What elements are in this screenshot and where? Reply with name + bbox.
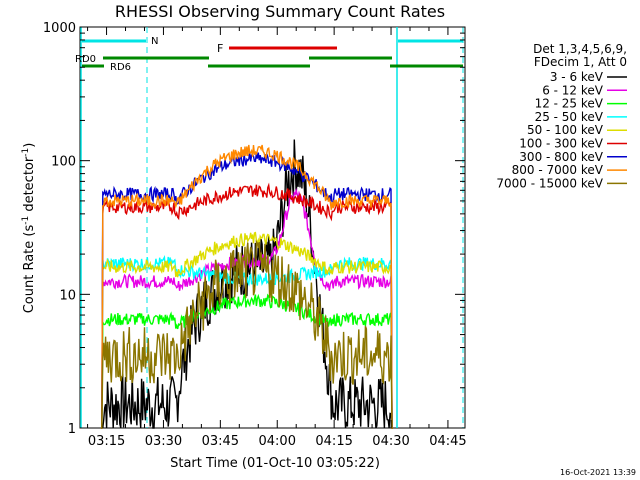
y-tick-label: 1: [68, 422, 76, 437]
legend-label-8: 800 - 7000 keV: [512, 163, 604, 177]
x-tick-label: 04:00: [259, 434, 296, 449]
series-line-6: [100, 182, 393, 429]
legend-header-line-1: Det 1,3,4,5,6,9,: [533, 42, 627, 56]
x-tick-label: 04:30: [372, 434, 409, 449]
legend-label-4: 25 - 50 keV: [535, 110, 604, 124]
series-line-9: [100, 239, 393, 429]
series-line-8: [100, 144, 393, 429]
x-tick-label: 03:30: [145, 434, 182, 449]
legend-label-2: 6 - 12 keV: [542, 83, 604, 97]
flags-layer: N F RD0 RD6: [75, 27, 464, 428]
x-tick-label: 03:45: [202, 434, 239, 449]
chart-title: RHESSI Observing Summary Count Rates: [115, 2, 445, 21]
x-axis-label: Start Time (01-Oct-10 03:05:22): [170, 456, 380, 471]
series-layer: [100, 139, 393, 429]
y-axis-label-main: Count Rate (s: [22, 225, 37, 314]
rd0-flag-label: RD0: [75, 54, 96, 65]
y-tick-label: 10: [59, 288, 76, 303]
night-flag-label: N: [151, 36, 158, 47]
axes-layer: 03:15 03:30 03:45 04:00 04:15 04:30 04:45 1 10 10…: [43, 21, 467, 449]
y-axis-label: Count Rate (s-1 detector-1): [21, 143, 37, 314]
x-tick-label: 03:15: [88, 434, 125, 449]
legend-label-7: 300 - 800 keV: [519, 150, 603, 164]
legend-label-1: 3 - 6 keV: [550, 70, 604, 84]
y-tick-label: 100: [51, 155, 76, 170]
series-line-5: [100, 231, 393, 429]
rd6-flag-label: RD6: [110, 62, 131, 73]
x-tick-label: 04:15: [315, 434, 352, 449]
plot-frame: [79, 26, 466, 429]
series-line-1: [100, 139, 393, 429]
legend-label-9: 7000 - 15000 keV: [496, 176, 603, 190]
legend-label-3: 12 - 25 keV: [535, 97, 604, 111]
flare-flag-label: F: [217, 42, 223, 55]
legend-header-line-2: FDecim 1, Att 0: [534, 55, 627, 69]
y-axis-label-sup2: -1: [21, 148, 31, 157]
y-axis-label-end: ): [22, 143, 37, 148]
legend-label-6: 100 - 300 keV: [519, 137, 603, 151]
y-axis-label-sup1: -1: [21, 216, 31, 225]
y-axis-label-mid: detector: [22, 156, 37, 216]
series-line-3: [100, 293, 393, 429]
legend-label-5: 50 - 100 keV: [527, 123, 604, 137]
y-tick-label: 1000: [43, 21, 76, 36]
timestamp: 16-Oct-2021 13:39: [560, 468, 636, 477]
legend: Det 1,3,4,5,6,9, FDecim 1, Att 0 3 - 6 k…: [496, 42, 627, 190]
x-tick-label: 04:45: [429, 434, 466, 449]
